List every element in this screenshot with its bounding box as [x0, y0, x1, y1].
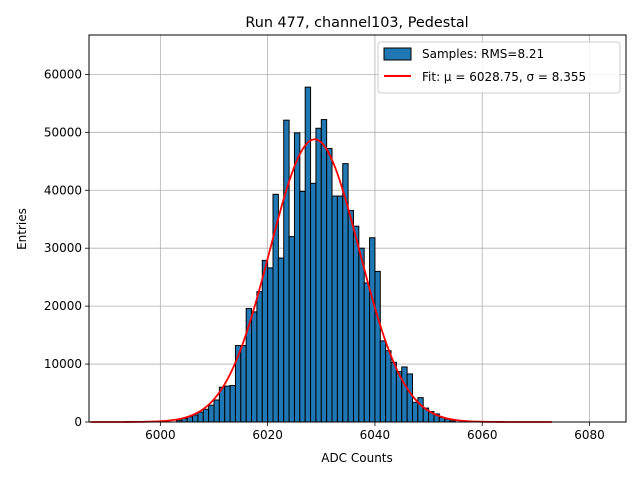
- histogram-bar: [293, 132, 301, 423]
- y-tick-label: 30000: [44, 241, 82, 255]
- histogram-bar: [197, 411, 204, 423]
- histogram-bar: [208, 404, 215, 423]
- histogram-bar: [202, 408, 210, 423]
- histogram-bar: [320, 119, 328, 423]
- x-axis-label: ADC Counts: [321, 451, 393, 465]
- histogram-bar: [347, 210, 354, 423]
- y-tick-label: 60000: [44, 67, 82, 81]
- histogram-bar: [336, 195, 344, 423]
- histogram-bar: [240, 345, 247, 423]
- histogram-bar: [277, 257, 285, 423]
- histogram-bar: [224, 385, 231, 423]
- histogram-bar: [406, 373, 413, 423]
- x-axis-ticks: 6000 6020 6040 6060 6080: [145, 422, 605, 442]
- histogram-bar: [310, 182, 317, 423]
- histogram-bar: [417, 397, 424, 423]
- histogram-bar: [304, 86, 312, 423]
- x-tick-label: 6080: [574, 428, 605, 442]
- histogram-bar: [288, 236, 295, 423]
- legend-fit-label: Fit: μ = 6028.75, σ = 8.355: [422, 70, 586, 84]
- histogram-bar: [299, 190, 306, 423]
- y-tick-label: 10000: [44, 357, 82, 371]
- histogram-bar: [326, 148, 333, 423]
- histogram-bar: [331, 195, 338, 423]
- legend-samples-label: Samples: RMS=8.21: [422, 47, 544, 61]
- y-tick-label: 20000: [44, 299, 82, 313]
- histogram-bar: [369, 237, 376, 423]
- y-tick-label: 50000: [44, 125, 82, 139]
- histogram-bar: [229, 385, 236, 423]
- y-tick-label: 0: [74, 415, 82, 429]
- x-tick-label: 6000: [145, 428, 176, 442]
- legend-samples-swatch: [383, 47, 412, 61]
- y-axis-label: Entries: [15, 208, 29, 250]
- histogram-bar: [192, 414, 199, 423]
- y-tick-label: 40000: [44, 183, 82, 197]
- histogram-bar: [401, 366, 408, 423]
- histogram-bar: [411, 401, 419, 423]
- x-tick-label: 6040: [360, 428, 391, 442]
- histogram-bar: [283, 119, 290, 423]
- x-tick-label: 6060: [467, 428, 498, 442]
- histogram-bar: [267, 267, 274, 423]
- histogram-bar: [385, 350, 392, 423]
- histogram-bar: [315, 127, 322, 423]
- legend: Samples: RMS=8.21 Fit: μ = 6028.75, σ = …: [377, 41, 621, 94]
- y-axis-ticks: 0 10000 20000 30000 40000 50000 60000: [44, 67, 89, 429]
- legend-box: [377, 41, 621, 94]
- histogram-bar: [390, 361, 397, 423]
- histogram-bar: [251, 311, 258, 423]
- chart-title: Run 477, channel103, Pedestal: [245, 15, 468, 31]
- histogram-bar: [261, 259, 269, 423]
- histogram-bar: [256, 291, 263, 423]
- histogram-bar: [374, 270, 381, 423]
- histogram-bar: [358, 247, 365, 423]
- plot-frame: [88, 34, 627, 423]
- histogram-bar: [352, 225, 360, 423]
- histogram-bar: [379, 340, 387, 423]
- x-tick-label: 6020: [252, 428, 283, 442]
- histogram-bar: [213, 399, 220, 423]
- histogram-bar: [363, 282, 371, 423]
